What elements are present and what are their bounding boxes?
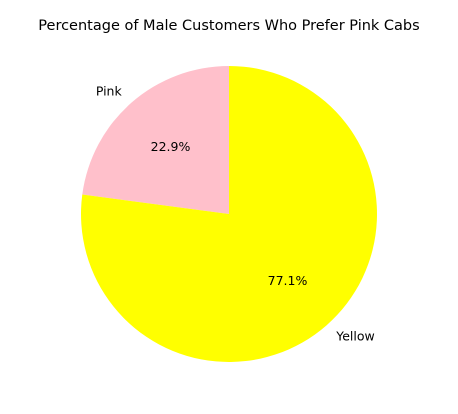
pie-slice-yellow bbox=[81, 66, 377, 362]
slice-label-pink: Pink bbox=[96, 84, 123, 99]
pie-labels: Pink 22.9% Yellow 77.1% bbox=[96, 84, 375, 344]
slice-label-yellow: Yellow bbox=[335, 328, 374, 343]
slice-percent-pink: 22.9% bbox=[151, 139, 191, 154]
pie-slices bbox=[81, 66, 377, 362]
slice-percent-yellow: 77.1% bbox=[268, 273, 308, 288]
chart-title: Percentage of Male Customers Who Prefer … bbox=[38, 18, 419, 34]
pie-slice-pink bbox=[82, 66, 229, 214]
